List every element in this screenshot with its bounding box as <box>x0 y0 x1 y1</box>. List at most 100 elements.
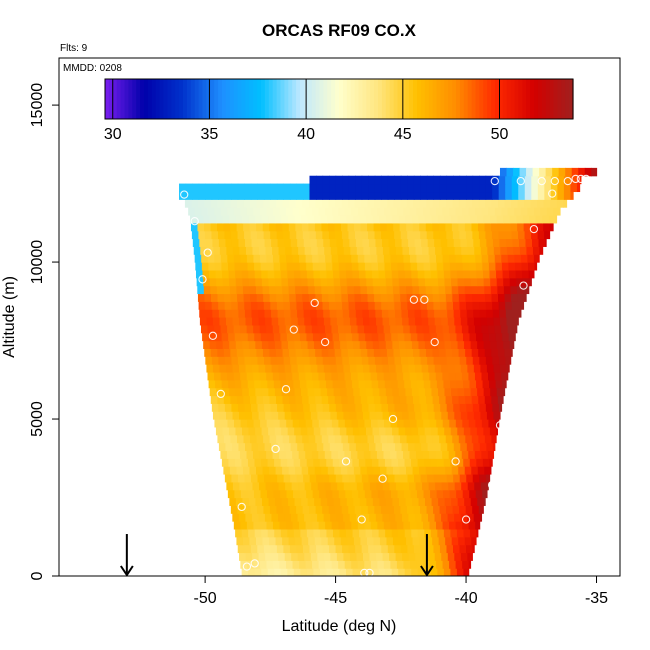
heatmap-cell <box>401 513 410 522</box>
heatmap-cell <box>488 262 496 271</box>
heatmap-cell <box>227 419 235 428</box>
heatmap-cell <box>474 246 482 255</box>
heatmap-cell <box>217 230 226 240</box>
heatmap-cell <box>466 309 474 318</box>
heatmap-cell <box>270 183 278 193</box>
heatmap-cell <box>207 371 215 381</box>
heatmap-cell <box>271 317 279 326</box>
heatmap-cell <box>299 560 307 569</box>
heatmap-cell <box>359 269 367 279</box>
heatmap-cell <box>302 293 310 302</box>
heatmap-cell <box>337 450 345 459</box>
heatmap-cell <box>317 552 325 561</box>
heatmap-cell <box>335 403 343 412</box>
heatmap-cell <box>327 387 335 397</box>
heatmap-cell <box>321 466 329 475</box>
heatmap-cell <box>332 269 341 279</box>
heatmap-cell <box>270 191 278 200</box>
heatmap-cell <box>321 222 329 232</box>
heatmap-cell <box>234 332 242 342</box>
heatmap-cell <box>231 356 239 365</box>
heatmap-cell <box>395 364 403 373</box>
heatmap-cell <box>410 379 418 389</box>
colorbar-swatch <box>253 79 258 119</box>
heatmap-cell <box>279 560 287 569</box>
sample-point <box>388 414 398 424</box>
heatmap-cell <box>421 238 429 247</box>
heatmap-cell <box>261 497 270 506</box>
heatmap-cell <box>408 411 416 420</box>
heatmap-cell <box>386 466 394 475</box>
heatmap-cell <box>237 403 246 412</box>
heatmap-cell <box>310 238 318 247</box>
heatmap-cell <box>496 277 504 287</box>
heatmap-cell <box>467 411 475 420</box>
heatmap-cell <box>407 403 415 412</box>
heatmap-cell <box>415 411 423 420</box>
heatmap-cell <box>334 466 342 475</box>
heatmap-cell <box>299 207 307 216</box>
heatmap-cell <box>315 230 323 240</box>
heatmap-cell <box>432 293 440 302</box>
heatmap-cell <box>460 238 468 247</box>
heatmap-cell <box>591 167 598 177</box>
heatmap-cell <box>369 411 377 420</box>
heatmap-cell <box>373 434 382 444</box>
heatmap-cell <box>315 395 323 404</box>
heatmap-cell <box>342 238 350 247</box>
heatmap-cell <box>502 269 510 279</box>
heatmap-cell <box>381 544 389 554</box>
heatmap-cell <box>449 379 458 389</box>
heatmap-cell <box>465 505 473 514</box>
heatmap-cell <box>223 348 231 357</box>
heatmap-cell <box>323 442 331 452</box>
heatmap-cell <box>243 222 251 232</box>
heatmap-cell <box>382 364 390 373</box>
heatmap-cell <box>341 395 349 404</box>
heatmap-cell <box>462 489 470 499</box>
heatmap-cell <box>296 301 304 310</box>
heatmap-cell <box>437 426 445 436</box>
heatmap-cell <box>376 317 384 326</box>
heatmap-cell <box>446 505 454 514</box>
heatmap-cell <box>358 489 366 499</box>
heatmap-cell <box>209 214 217 224</box>
heatmap-cell <box>376 364 384 373</box>
heatmap-cell <box>420 403 428 412</box>
heatmap-cell <box>301 536 309 546</box>
heatmap-cell <box>523 222 531 232</box>
heatmap-cell <box>237 544 245 554</box>
heatmap-cell <box>203 340 211 349</box>
heatmap-cell <box>323 317 331 326</box>
heatmap-cell <box>395 411 403 420</box>
heatmap-cell <box>373 466 381 475</box>
heatmap-cell <box>409 371 417 381</box>
heatmap-cell <box>563 175 572 185</box>
heatmap-cell <box>276 293 284 302</box>
colorbar-swatch <box>210 79 215 119</box>
heatmap-cell <box>296 356 304 365</box>
colorbar-swatch <box>534 79 539 119</box>
heatmap-cell <box>250 434 258 444</box>
heatmap-cell <box>334 536 342 546</box>
heatmap-cell <box>218 309 226 318</box>
heatmap-cell <box>390 450 398 459</box>
heatmap-cell <box>205 301 213 310</box>
heatmap-cell <box>492 238 501 247</box>
heatmap-cell <box>353 387 361 397</box>
heatmap-cell <box>483 497 486 506</box>
heatmap-cell <box>468 371 476 381</box>
heatmap-cell <box>287 387 296 397</box>
heatmap-cell <box>331 371 339 381</box>
heatmap-cell <box>230 222 238 232</box>
heatmap-cell <box>370 324 378 334</box>
heatmap-cell <box>406 348 414 357</box>
heatmap-cell <box>394 230 402 240</box>
heatmap-cell <box>289 199 297 208</box>
heatmap-cell <box>389 317 397 326</box>
heatmap-cell <box>469 489 477 499</box>
heatmap-cell <box>317 411 325 420</box>
heatmap-cell <box>466 183 474 193</box>
heatmap-cell <box>309 230 317 240</box>
heatmap-cell <box>292 419 300 428</box>
